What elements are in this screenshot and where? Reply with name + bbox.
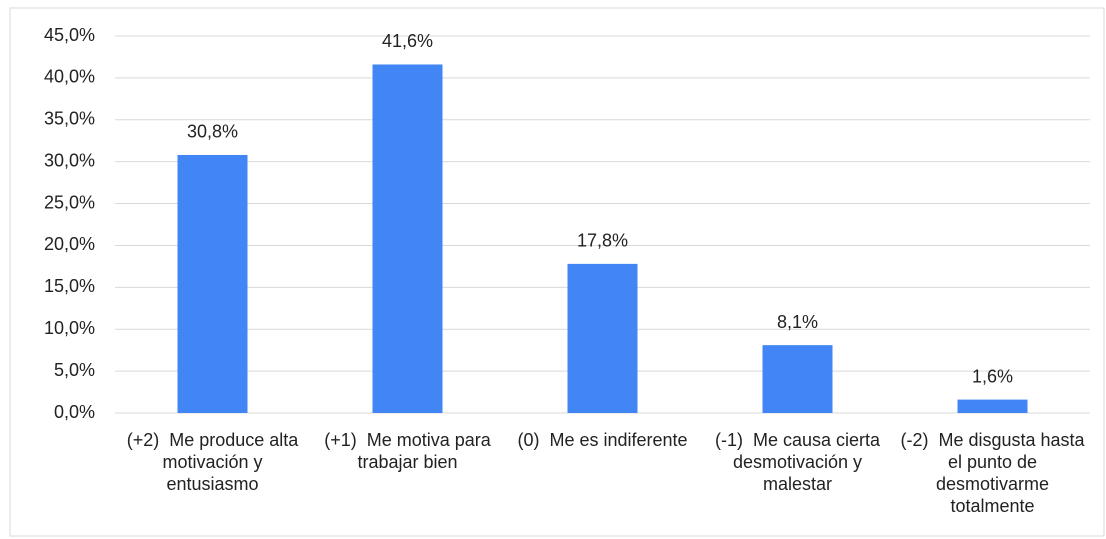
y-tick-label: 35,0%	[44, 109, 95, 129]
y-tick-label: 30,0%	[44, 150, 95, 170]
chart-frame	[9, 7, 1105, 537]
data-label: 41,6%	[382, 31, 433, 51]
bar	[957, 399, 1028, 413]
bar	[372, 64, 443, 414]
y-tick-label: 5,0%	[54, 360, 95, 380]
y-tick-label: 40,0%	[44, 67, 95, 87]
y-tick-label: 0,0%	[54, 402, 95, 422]
data-label: 17,8%	[577, 231, 628, 251]
y-tick-label: 25,0%	[44, 192, 95, 212]
data-label: 1,6%	[972, 366, 1013, 386]
x-tick-label: (-1) Me causa cierta desmotivación y mal…	[714, 430, 886, 494]
x-tick-label: (+1) Me motiva para trabajar bien	[324, 430, 496, 472]
x-tick-label: (+2) Me produce alta motivación y entusi…	[126, 430, 304, 494]
y-tick-label: 20,0%	[44, 234, 95, 254]
y-tick-label: 15,0%	[44, 276, 95, 296]
x-tick-label: (-2) Me disgusta hasta el punto de desmo…	[900, 430, 1090, 516]
bar	[177, 154, 248, 413]
y-tick-label: 10,0%	[44, 318, 95, 338]
bar	[762, 345, 833, 413]
y-tick-label: 45,0%	[44, 25, 95, 45]
x-tick-label: (0) Me es indiferente	[517, 430, 688, 450]
data-label: 30,8%	[187, 122, 238, 142]
bar	[567, 263, 638, 413]
data-label: 8,1%	[777, 312, 818, 332]
